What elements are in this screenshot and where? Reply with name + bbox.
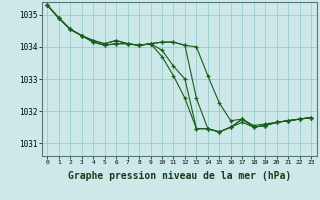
X-axis label: Graphe pression niveau de la mer (hPa): Graphe pression niveau de la mer (hPa) xyxy=(68,171,291,181)
